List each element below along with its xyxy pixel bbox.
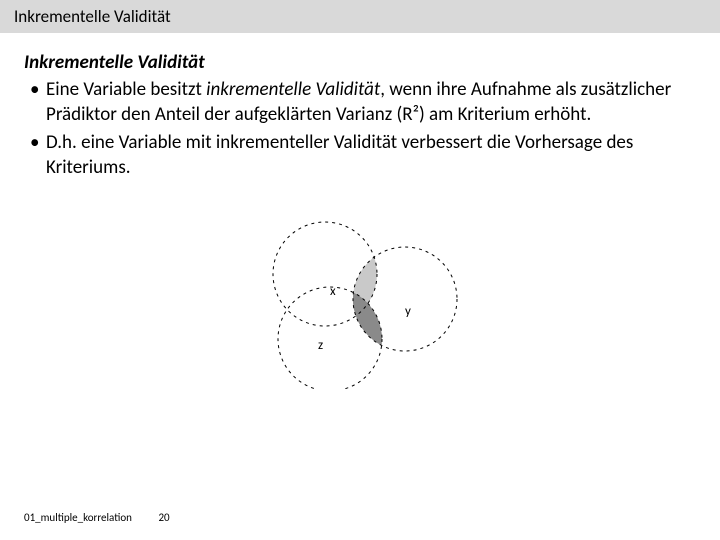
slide-header: Inkrementelle Validität bbox=[0, 0, 720, 33]
svg-text:z: z bbox=[318, 338, 323, 353]
bullet1-pre: Eine Variable besitzt bbox=[46, 78, 206, 101]
bullet-item-1: Eine Variable besitzt inkrementelle Vali… bbox=[24, 78, 696, 127]
svg-text:x: x bbox=[330, 284, 336, 299]
bullet-item-2: D.h. eine Variable mit inkrementeller Va… bbox=[24, 131, 696, 180]
slide-footer: 01_multiple_korrelation 20 bbox=[24, 511, 170, 524]
header-title: Inkrementelle Validität bbox=[14, 6, 171, 27]
svg-text:y: y bbox=[405, 304, 411, 319]
footer-doc: 01_multiple_korrelation bbox=[24, 511, 132, 524]
footer-page: 20 bbox=[158, 511, 169, 524]
bullet-list: Eine Variable besitzt inkrementelle Vali… bbox=[24, 78, 696, 181]
slide-content: Inkrementelle Validität Eine Variable be… bbox=[0, 33, 720, 389]
content-heading: Inkrementelle Validität bbox=[24, 51, 696, 74]
venn-svg: x y z bbox=[230, 199, 490, 389]
venn-diagram: x y z bbox=[24, 199, 696, 389]
bullet1-em: inkrementelle Validität bbox=[206, 78, 380, 101]
